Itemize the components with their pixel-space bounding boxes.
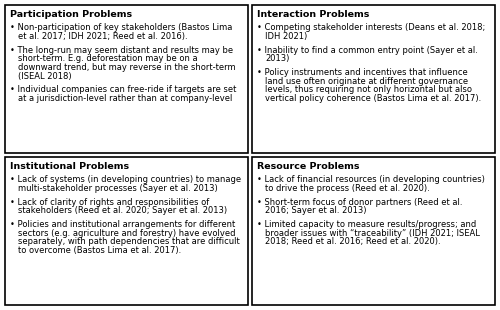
Bar (5, 5, 248, 153)
Text: downward trend, but may reverse in the short-term: downward trend, but may reverse in the s… (18, 63, 236, 72)
Text: broader issues with “traceability” (IDH 2021; ISEAL: broader issues with “traceability” (IDH … (265, 228, 480, 237)
Text: sectors (e.g. agriculture and forestry) have evolved: sectors (e.g. agriculture and forestry) … (18, 228, 236, 237)
Text: • Lack of clarity of rights and responsibilities of: • Lack of clarity of rights and responsi… (10, 197, 209, 206)
Text: 2018; Reed et al. 2016; Reed et al. 2020).: 2018; Reed et al. 2016; Reed et al. 2020… (265, 237, 440, 246)
Text: • Policy instruments and incentives that influence: • Policy instruments and incentives that… (257, 68, 468, 77)
Text: stakeholders (Reed et al. 2020; Sayer et al. 2013): stakeholders (Reed et al. 2020; Sayer et… (18, 206, 227, 215)
Text: at a jurisdiction-level rather than at company-level: at a jurisdiction-level rather than at c… (18, 94, 233, 103)
Text: • Policies and institutional arrangements for different: • Policies and institutional arrangement… (10, 220, 235, 229)
Text: levels, thus requiring not only horizontal but also: levels, thus requiring not only horizont… (265, 85, 472, 94)
Text: land use often originate at different governance: land use often originate at different go… (265, 77, 468, 86)
Text: • Non-participation of key stakeholders (Bastos Lima: • Non-participation of key stakeholders … (10, 24, 232, 33)
Text: et al. 2017; IDH 2021; Reed et al. 2016).: et al. 2017; IDH 2021; Reed et al. 2016)… (18, 32, 188, 41)
Text: IDH 2021): IDH 2021) (265, 32, 307, 41)
Text: vertical policy coherence (Bastos Lima et al. 2017).: vertical policy coherence (Bastos Lima e… (265, 94, 481, 103)
Text: short-term. E.g. deforestation may be on a: short-term. E.g. deforestation may be on… (18, 54, 198, 64)
Text: to drive the process (Reed et al. 2020).: to drive the process (Reed et al. 2020). (265, 184, 430, 193)
Bar (5, 157, 248, 305)
Text: multi-stakeholder processes (Sayer et al. 2013): multi-stakeholder processes (Sayer et al… (18, 184, 218, 193)
Text: • Short-term focus of donor partners (Reed et al.: • Short-term focus of donor partners (Re… (257, 197, 462, 206)
Text: Participation Problems: Participation Problems (10, 10, 132, 19)
Text: • The long-run may seem distant and results may be: • The long-run may seem distant and resu… (10, 46, 233, 55)
Text: • Lack of systems (in developing countries) to manage: • Lack of systems (in developing countri… (10, 175, 241, 184)
Text: • Competing stakeholder interests (Deans et al. 2018;: • Competing stakeholder interests (Deans… (257, 24, 485, 33)
Bar (252, 157, 495, 305)
Text: (ISEAL 2018): (ISEAL 2018) (18, 72, 72, 81)
Text: to overcome (Bastos Lima et al. 2017).: to overcome (Bastos Lima et al. 2017). (18, 246, 181, 255)
Text: Institutional Problems: Institutional Problems (10, 162, 129, 171)
Text: • Inability to find a common entry point (Sayer et al.: • Inability to find a common entry point… (257, 46, 478, 55)
Text: separately, with path dependencies that are difficult: separately, with path dependencies that … (18, 237, 240, 246)
Text: • Individual companies can free-ride if targets are set: • Individual companies can free-ride if … (10, 85, 236, 94)
Text: • Limited capacity to measure results/progress; and: • Limited capacity to measure results/pr… (257, 220, 476, 229)
Text: 2013): 2013) (265, 54, 289, 64)
Bar (252, 5, 495, 153)
Text: Interaction Problems: Interaction Problems (257, 10, 370, 19)
Text: • Lack of financial resources (in developing countries): • Lack of financial resources (in develo… (257, 175, 485, 184)
Text: Resource Problems: Resource Problems (257, 162, 360, 171)
Text: 2016; Sayer et al. 2013): 2016; Sayer et al. 2013) (265, 206, 366, 215)
